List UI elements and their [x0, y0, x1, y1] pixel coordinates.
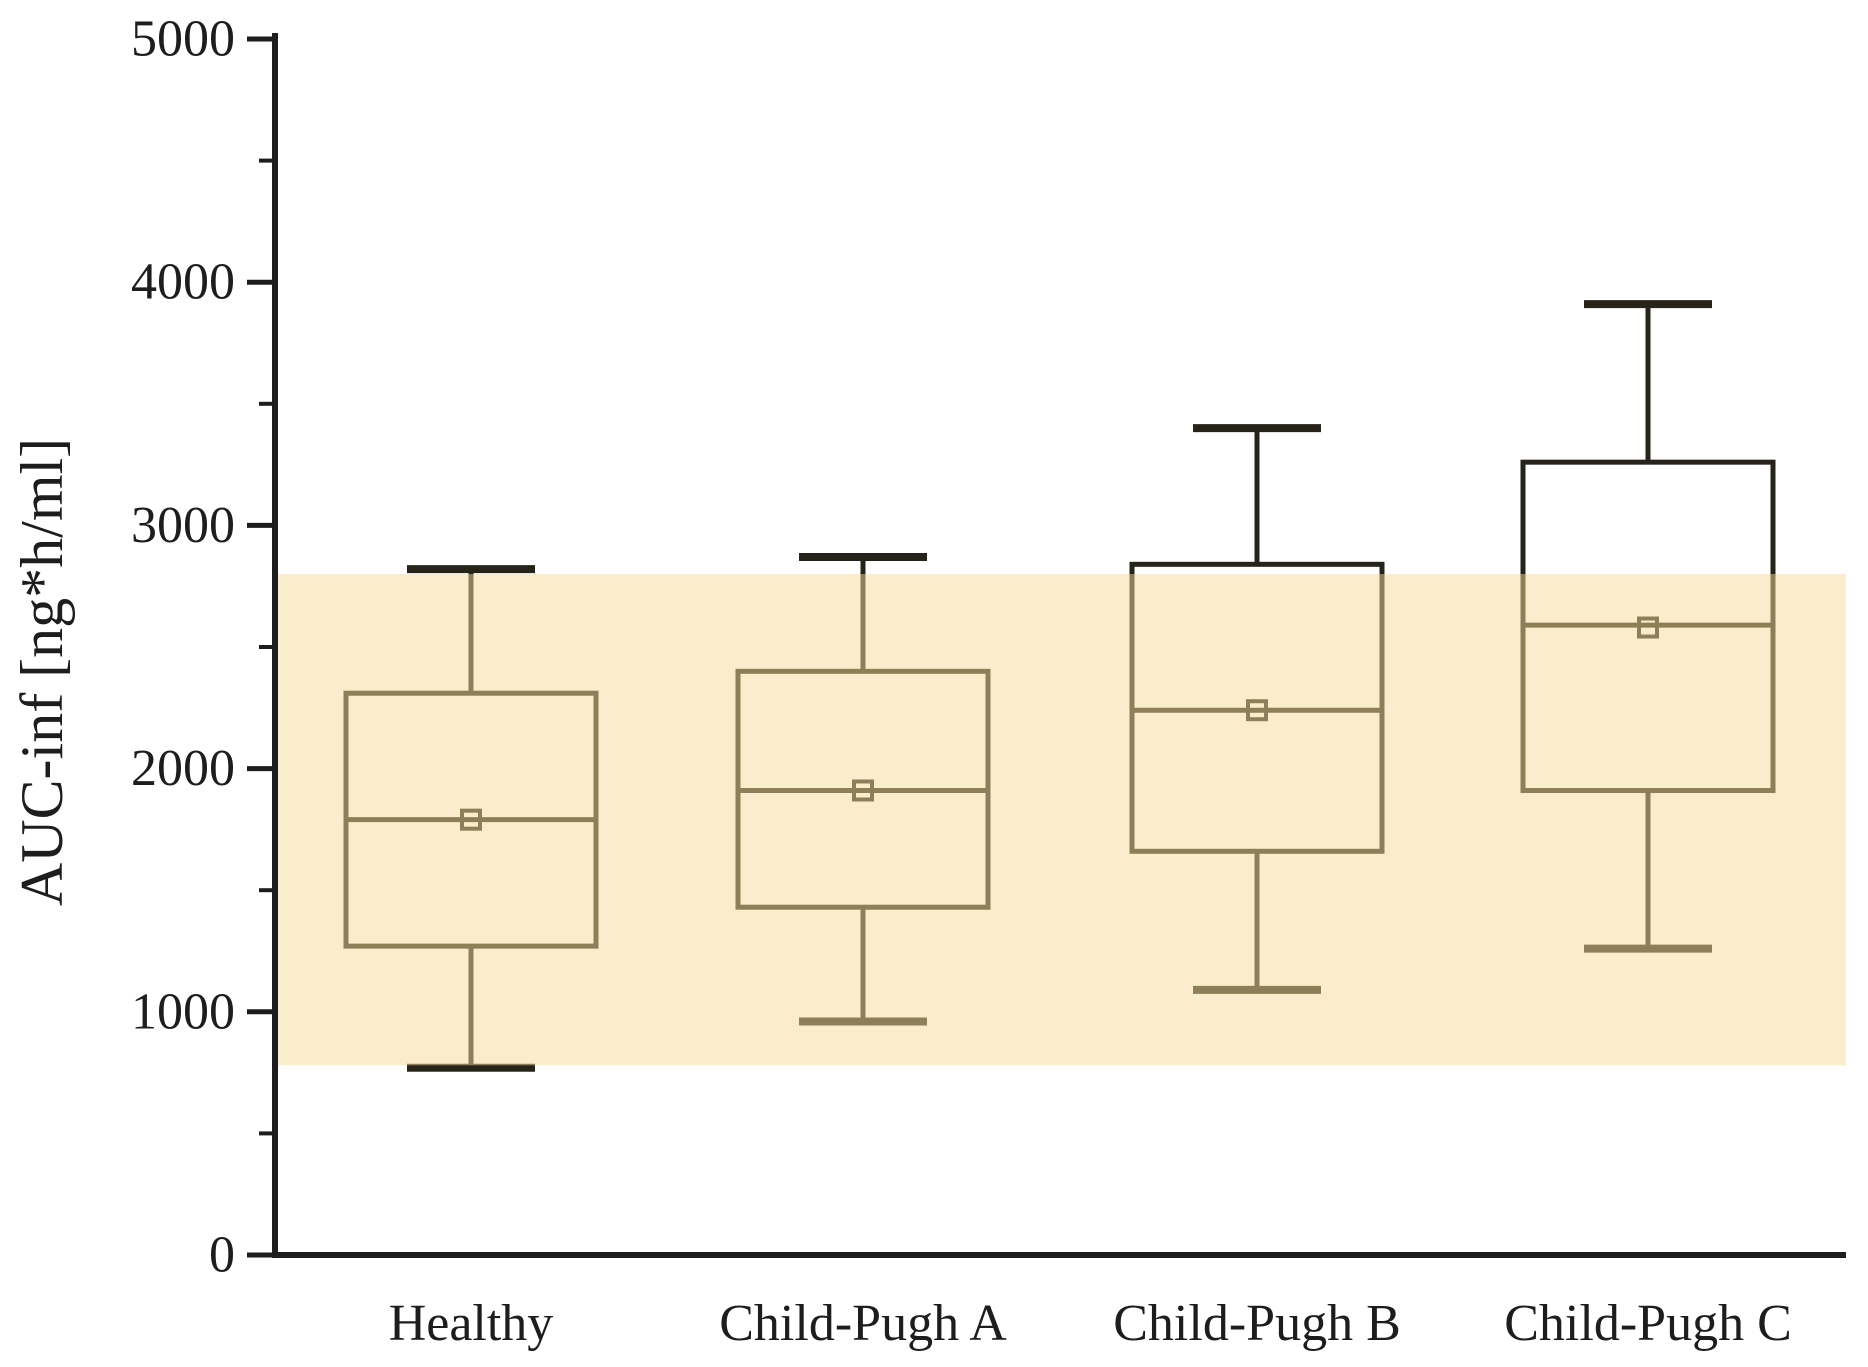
y-tick-label-3000: 3000 — [131, 497, 235, 554]
y-tick-label-4000: 4000 — [131, 254, 235, 311]
y-tick-label-1000: 1000 — [131, 983, 235, 1040]
box-plot-child-pugh-c — [1520, 300, 1776, 953]
box-plot-child-pugh-b — [1129, 424, 1385, 994]
x-category-label-1: Healthy — [389, 1295, 554, 1352]
box-plot-healthy — [343, 565, 599, 1072]
x-category-label-2: Child-Pugh A — [719, 1295, 1007, 1352]
axes: 0 1000 2000 3000 4000 5000 AUC-inf [ng*h/ml] He… — [9, 11, 1846, 1352]
x-category-label-4: Child-Pugh C — [1504, 1295, 1792, 1352]
y-tick-label-2000: 2000 — [131, 740, 235, 797]
y-tick-label-0: 0 — [209, 1227, 235, 1284]
x-category-label-3: Child-Pugh B — [1113, 1295, 1401, 1352]
y-tick-label-5000: 5000 — [131, 11, 235, 68]
box-plot-child-pugh-a — [735, 553, 991, 1026]
y-axis-title: AUC-inf [ng*h/ml] — [9, 438, 75, 906]
